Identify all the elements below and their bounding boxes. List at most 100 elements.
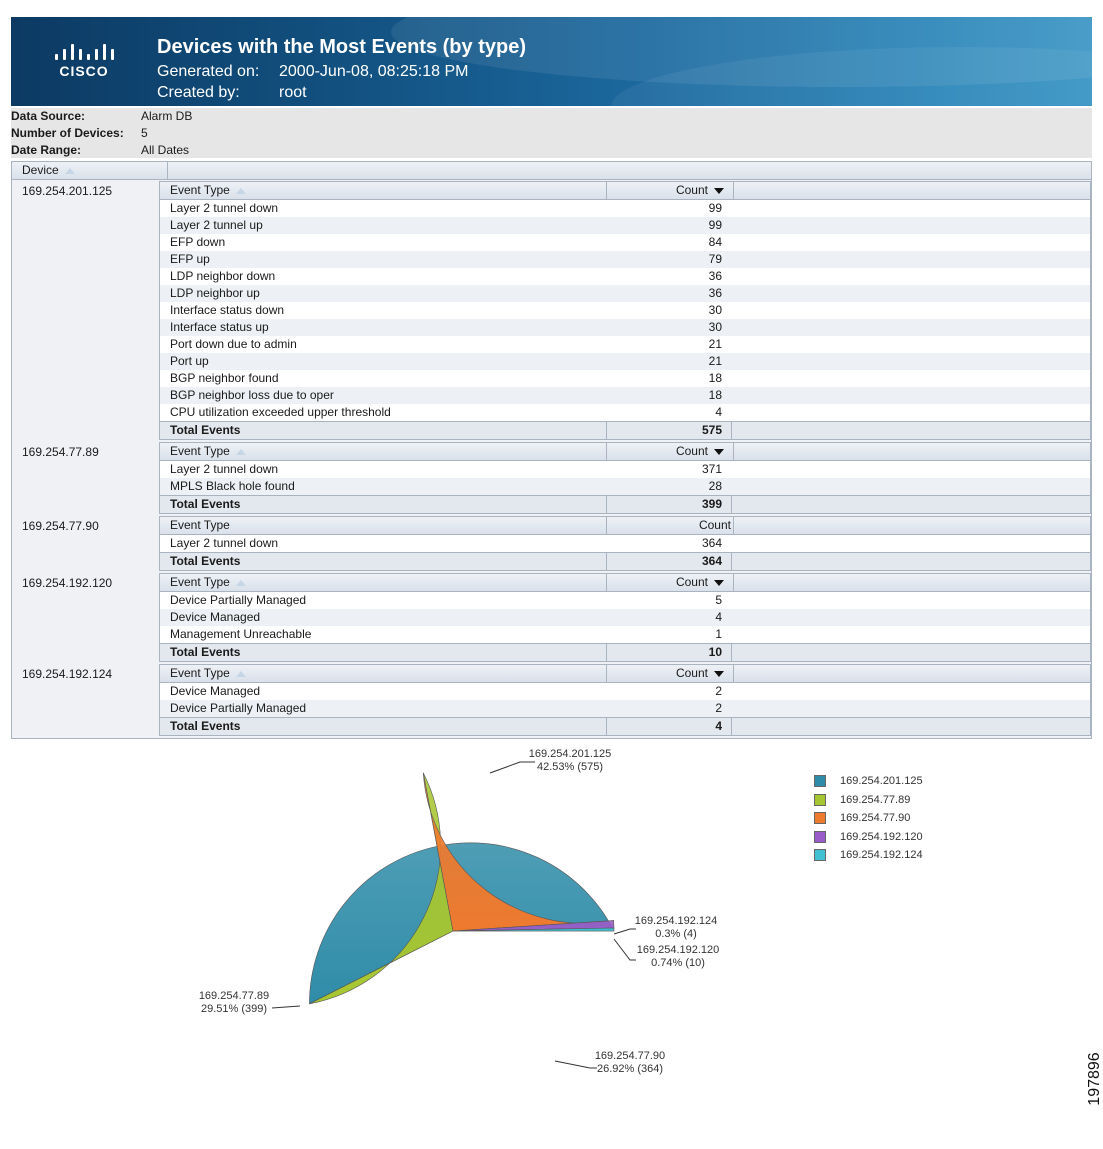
cisco-logo: CISCO [51,44,117,80]
legend-label: 169.254.77.90 [840,812,911,824]
table-row: BGP neighbor loss due to oper 18 [160,387,1090,404]
total-events-row: Total Events 364 [160,552,1090,570]
count-cell: 84 [708,235,722,249]
sort-descending-icon [714,579,724,586]
event-type-column-header[interactable]: Event Type [160,517,607,534]
sort-icon [235,187,246,194]
report-title: Devices with the Most Events (by type) [157,36,526,58]
count-column-header[interactable]: Count [607,665,734,682]
table-row: Port down due to admin 21 [160,336,1090,353]
event-subtable: Event Type Count Layer 2 tunnel down 99 Laye… [159,181,1091,440]
legend-label: 169.254.77.89 [840,793,911,806]
created-label: Created by: [157,84,240,101]
event-type-column-header[interactable]: Event Type [160,182,607,199]
total-events-value: 4 [607,718,732,735]
event-type-cell: Device Partially Managed [170,593,307,607]
event-subtable: Event Type Count Device Managed 2 Device Par… [159,664,1091,736]
device-ip[interactable]: 169.254.77.89 [22,445,99,459]
sort-icon [64,167,75,174]
table-row: CPU utilization exceeded upper threshold… [160,404,1090,421]
subtable-header: Event Type Count [160,574,1090,592]
event-type-cell: Layer 2 tunnel down [170,536,279,550]
table-row: Interface status up 30 [160,319,1090,336]
created-value: root [279,84,307,101]
total-events-value: 10 [607,644,732,661]
device-ip[interactable]: 169.254.192.124 [22,667,113,681]
total-events-value: 364 [607,553,732,570]
num-devices-value: 5 [141,126,148,140]
legend-swatch [814,775,826,787]
event-type-cell: Device Managed [170,684,261,698]
sort-icon [235,670,246,677]
count-cell: 30 [708,303,722,317]
count-cell: 28 [708,479,722,493]
event-type-cell: EFP down [170,235,226,249]
table-row: LDP neighbor down 36 [160,268,1090,285]
total-events-label: Total Events [160,496,607,513]
count-column-header[interactable]: Count [607,443,734,460]
table-row: Device Managed 4 [160,609,1090,626]
slice-leader-line [489,761,535,774]
event-type-column-header[interactable]: Event Type [160,665,607,682]
table-row: Device Partially Managed 2 [160,700,1090,717]
event-type-column-header[interactable]: Event Type [160,574,607,591]
count-cell: 79 [708,252,722,266]
date-range-value: All Dates [141,143,190,157]
slice-label-detail: 0.3% (4) [655,928,697,940]
slice-label-detail: 42.53% (575) [537,761,603,773]
sort-icon [235,579,246,586]
count-cell: 99 [708,201,722,215]
event-type-cell: CPU utilization exceeded upper threshold [170,405,391,419]
event-type-column-header[interactable]: Event Type [160,443,607,460]
sort-icon [235,448,246,455]
count-column-header[interactable]: Count [607,182,734,199]
date-range-label: Date Range: [11,143,82,157]
event-type-cell: Layer 2 tunnel down [170,462,279,476]
event-subtable: Event Type Count Layer 2 tunnel down 364 Tot… [159,516,1091,571]
count-cell: 21 [708,337,722,351]
slice-label-name: 169.254.192.124 [635,915,718,927]
device-events-grid: Device 169.254.201.125 Event Type Count Lay… [11,161,1092,739]
count-cell: 36 [708,286,722,300]
event-type-cell: Device Managed [170,610,261,624]
legend-swatch [814,849,826,861]
total-events-label: Total Events [160,644,607,661]
count-cell: 36 [708,269,722,283]
table-row: EFP up 79 [160,251,1090,268]
count-cell: 364 [701,536,722,550]
sort-descending-icon [714,448,724,455]
subtable-header: Event Type Count [160,443,1090,461]
count-cell: 371 [701,462,722,476]
total-events-value: 399 [607,496,732,513]
count-cell: 2 [715,684,722,698]
device-ip[interactable]: 169.254.192.120 [22,576,113,590]
table-row: Management Unreachable 1 [160,626,1090,643]
count-cell: 5 [715,593,722,607]
total-events-row: Total Events 4 [160,717,1090,735]
count-cell: 4 [715,405,722,419]
data-source-label: Data Source: [11,109,86,123]
legend-label: 169.254.201.125 [840,775,923,787]
count-cell: 30 [708,320,722,334]
data-source-value: Alarm DB [141,109,193,123]
count-cell: 18 [708,388,722,402]
legend-label: 169.254.192.124 [840,849,923,861]
count-column-header[interactable]: Count [607,574,734,591]
device-ip[interactable]: 169.254.77.90 [22,519,99,533]
slice-label-name: 169.254.192.120 [637,944,720,956]
sort-descending-icon [714,670,724,677]
count-column-header[interactable]: Count [607,517,734,534]
table-row: Device Managed 2 [160,683,1090,700]
event-type-cell: BGP neighbor found [170,371,279,385]
total-events-row: Total Events 399 [160,495,1090,513]
slice-leader-line [271,1005,301,1009]
event-type-cell: Management Unreachable [170,627,312,641]
device-ip[interactable]: 169.254.201.125 [22,184,113,198]
event-type-cell: BGP neighbor loss due to oper [170,388,334,402]
generated-value: 2000-Jun-08, 08:25:18 PM [279,63,469,80]
table-row: Layer 2 tunnel up 99 [160,217,1090,234]
slice-label-name: 169.254.77.90 [595,1050,665,1062]
event-type-cell: Layer 2 tunnel down [170,201,279,215]
device-column-header[interactable]: Device [12,162,168,179]
